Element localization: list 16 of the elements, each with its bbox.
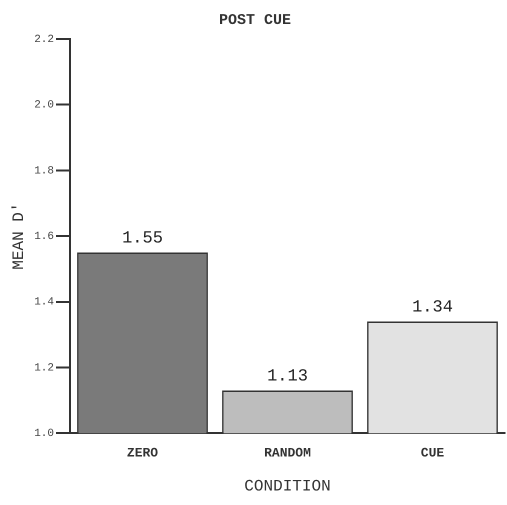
x-axis-title: CONDITION xyxy=(244,478,331,496)
x-tick-label: RANDOM xyxy=(264,445,312,460)
y-axis-title: MEAN D′ xyxy=(10,202,28,270)
chart-title: POST CUE xyxy=(218,12,292,29)
data-label: 1.34 xyxy=(412,298,453,318)
y-tick-label: 2.2 xyxy=(34,34,54,46)
data-label: 1.55 xyxy=(122,230,163,249)
y-tick-label: 1.2 xyxy=(34,362,54,374)
x-tick-label: CUE xyxy=(420,445,444,460)
x-tick-label: ZERO xyxy=(126,445,158,460)
y-tick-label: 1.4 xyxy=(34,296,54,309)
data-label: 1.13 xyxy=(267,367,308,386)
y-tick-label: 1.8 xyxy=(34,165,54,178)
y-tick-label: 1.0 xyxy=(34,428,54,440)
y-tick-label: 1.6 xyxy=(34,231,54,244)
y-tick-label: 2.0 xyxy=(34,100,54,112)
